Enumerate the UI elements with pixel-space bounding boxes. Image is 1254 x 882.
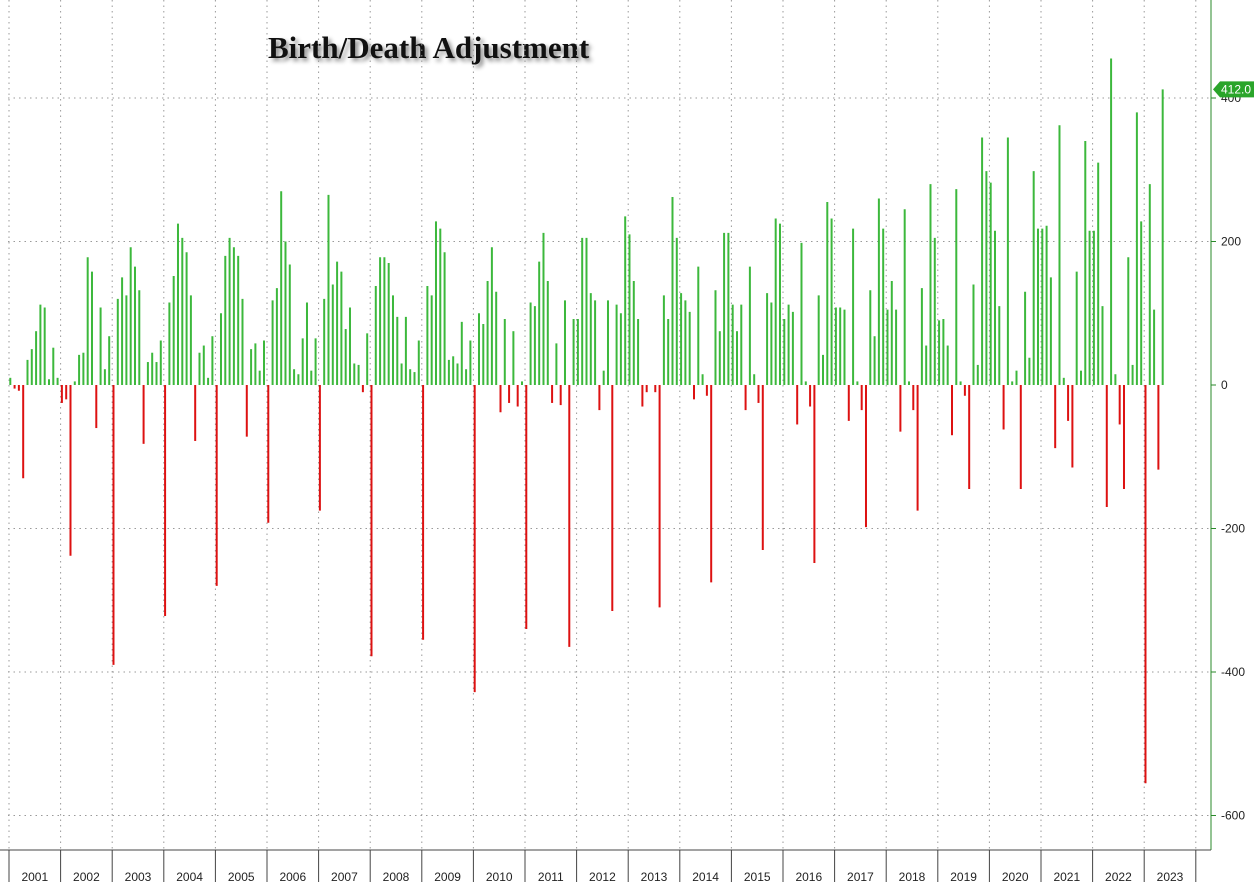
last-value-label: 412.0 [1221, 82, 1251, 96]
x-tick-label: 2017 [847, 870, 874, 882]
y-tick-label: -400 [1221, 665, 1245, 679]
x-tick-label: 2002 [73, 870, 100, 882]
x-tick-label: 2023 [1157, 870, 1184, 882]
y-tick-label: -600 [1221, 809, 1245, 823]
x-tick-label: 2015 [744, 870, 771, 882]
grid-lines [8, 0, 1211, 850]
x-tick-label: 2010 [486, 870, 513, 882]
y-tick-label: -200 [1221, 522, 1245, 536]
x-tick-label: 2004 [176, 870, 203, 882]
bar-series [9, 58, 1164, 784]
x-tick-label: 2009 [434, 870, 461, 882]
x-tick-label: 2003 [125, 870, 152, 882]
x-tick-label: 2014 [692, 870, 719, 882]
x-tick-label: 2021 [1053, 870, 1080, 882]
x-tick-label: 2007 [331, 870, 358, 882]
x-tick-label: 2022 [1105, 870, 1132, 882]
chart-title: Birth/Death Adjustment [268, 30, 590, 65]
x-tick-label: 2006 [279, 870, 306, 882]
last-value-tag [1213, 81, 1254, 98]
x-tick-label: 2012 [589, 870, 616, 882]
x-tick-label: 2018 [899, 870, 926, 882]
x-tick-label: 2008 [383, 870, 410, 882]
x-tick-label: 2013 [641, 870, 668, 882]
x-tick-label: 2001 [21, 870, 48, 882]
x-tick-label: 2020 [1002, 870, 1029, 882]
x-tick-label: 2016 [795, 870, 822, 882]
x-tick-label: 2011 [538, 870, 564, 882]
y-tick-label: 200 [1221, 235, 1241, 249]
x-tick-label: 2005 [228, 870, 255, 882]
y-tick-label: 0 [1221, 378, 1228, 392]
x-tick-label: 2019 [950, 870, 977, 882]
